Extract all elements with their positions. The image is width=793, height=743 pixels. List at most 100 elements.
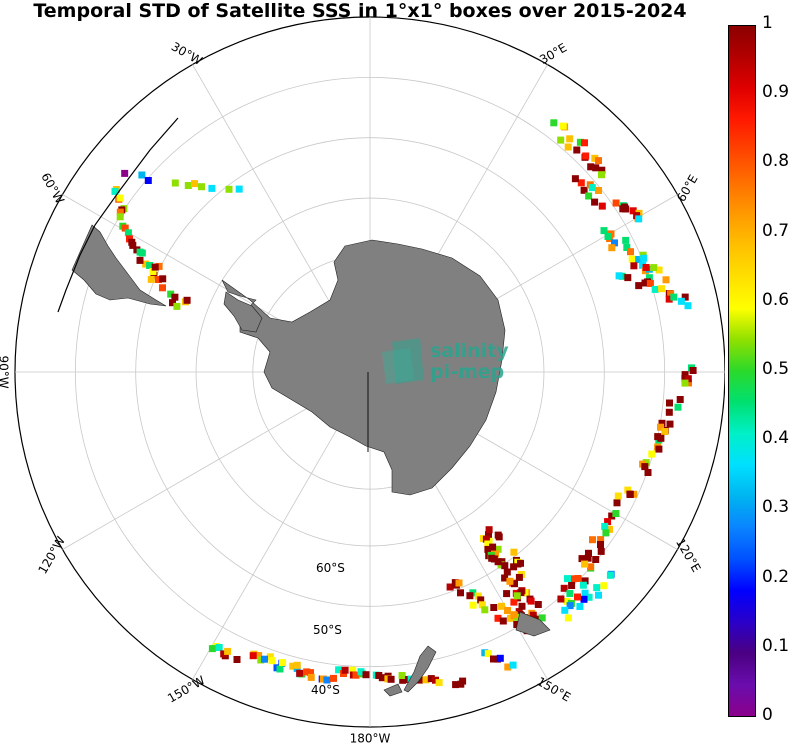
sss-cell (655, 445, 663, 453)
sss-cell (225, 185, 233, 193)
sss-cell (296, 669, 304, 677)
lat-label-50s: 50°S (313, 623, 342, 637)
sss-cell (588, 184, 596, 192)
sss-cell (515, 573, 523, 581)
sss-cell (608, 244, 616, 252)
sss-cell (651, 285, 659, 293)
salinity-pimep-watermark: salinity pi-mep (382, 338, 509, 384)
sss-cell (597, 541, 604, 548)
sss-cell (635, 282, 643, 290)
sss-cell (681, 371, 689, 379)
sss-cell (612, 510, 620, 517)
sss-cell (121, 224, 129, 232)
sss-cell (518, 602, 526, 610)
sss-cell (509, 661, 517, 669)
sss-cell (435, 679, 443, 687)
sss-cell (398, 672, 406, 679)
sss-cell (503, 568, 511, 576)
sss-cell (235, 185, 243, 193)
sss-cell (606, 525, 613, 533)
sss-cell (581, 577, 589, 585)
new-zealand (383, 645, 437, 697)
sss-cell (455, 579, 463, 587)
sss-cell (432, 676, 439, 684)
sss-cell (591, 154, 599, 162)
sss-cell (323, 676, 331, 684)
sss-cell (689, 367, 697, 374)
sss-cell (564, 143, 572, 151)
sss-cell (378, 674, 386, 682)
sss-cell (577, 179, 585, 187)
sss-cell (446, 583, 454, 591)
sss-cell (501, 574, 509, 582)
sss-cell (208, 645, 216, 653)
meridian-line (62, 194, 322, 344)
sss-cell (661, 428, 669, 435)
sss-cell (585, 192, 593, 200)
sss-cell (191, 180, 198, 188)
watermark-line2: pi-mep (430, 361, 504, 383)
sss-cell (169, 299, 176, 307)
sss-cell (665, 408, 673, 416)
lon-label: 150°W (165, 673, 207, 706)
sss-cell (640, 254, 648, 262)
sss-cell (482, 535, 490, 543)
sss-cell (422, 676, 430, 684)
sss-cell (595, 157, 602, 165)
sss-cell (587, 563, 595, 571)
sss-cell (658, 419, 666, 427)
colorbar-tick-label: 1 (762, 13, 773, 33)
sss-cell (215, 644, 223, 651)
sss-cell (592, 556, 600, 563)
sss-cell (144, 177, 152, 184)
sss-cell (330, 674, 337, 682)
sss-cell (635, 256, 643, 263)
sss-cell (129, 241, 137, 249)
sss-cell (494, 545, 502, 553)
sss-cell (630, 262, 638, 270)
sss-cell (457, 589, 464, 597)
sss-cell (613, 499, 621, 507)
sss-cell (116, 194, 124, 202)
sss-cell (641, 463, 649, 471)
sss-cell (566, 590, 574, 597)
sss-cell (335, 666, 343, 674)
meridian-line (62, 400, 322, 550)
sss-cell (276, 665, 284, 673)
watermark-line1: salinity (430, 340, 509, 362)
sss-cell (208, 184, 216, 192)
sss-cell (478, 601, 486, 609)
sss-cell (233, 656, 241, 663)
sss-cell (155, 262, 163, 270)
sss-cell (362, 671, 370, 679)
sss-cell (606, 571, 614, 579)
sss-cell (159, 275, 167, 283)
south-america (71, 224, 167, 307)
sss-cell (198, 183, 205, 191)
sss-cell (510, 598, 518, 606)
sss-cell (504, 663, 512, 671)
sss-cell (484, 540, 492, 548)
colorbar-tick-label: 0.7 (762, 220, 790, 241)
antarctic-peninsula-tip (223, 291, 263, 333)
sss-cell (635, 215, 643, 223)
sss-cell (147, 275, 155, 283)
sss-cell (142, 260, 150, 268)
sss-cell (489, 543, 497, 551)
sss-cell (571, 175, 579, 183)
sss-cell (591, 198, 599, 206)
sss-cell (307, 673, 315, 681)
colorbar-tick-label: 0.8 (762, 151, 790, 172)
sss-cell (645, 274, 653, 282)
lon-label: 30°E (537, 40, 569, 67)
polar-map: salinity pi-mep 30°E60°E90°E120°E150°E18… (0, 16, 725, 743)
sss-cell (151, 263, 159, 271)
sss-cell (648, 450, 656, 458)
sss-cell (626, 490, 634, 498)
sss-cell (510, 563, 518, 571)
land-masses (57, 117, 551, 697)
sss-cell (357, 668, 365, 676)
colorbar-tick-label: 0.5 (762, 359, 790, 379)
sss-cell (619, 205, 627, 213)
sss-cell (670, 293, 678, 301)
